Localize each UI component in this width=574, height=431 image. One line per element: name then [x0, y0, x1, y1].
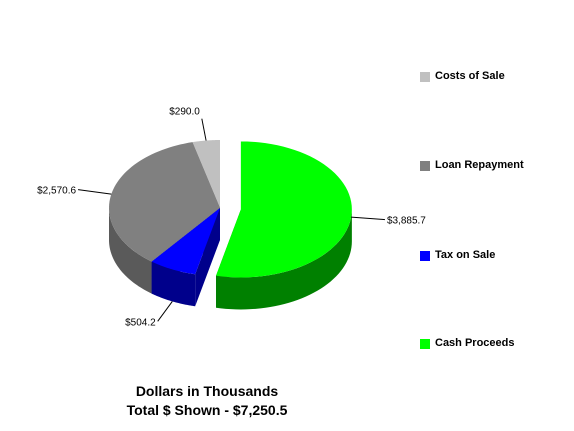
slice-costs-of-sale: [192, 140, 220, 208]
slice-loan-repayment-rim-1: [109, 208, 152, 294]
slice-tax-on-sale-cut-face-2: [195, 208, 220, 307]
slice-cash-proceeds-rim-1: [216, 209, 352, 310]
caption-total: Total $ Shown - $7,250.5: [126, 402, 288, 418]
data-label-costs-of-sale: $290.0: [169, 107, 200, 118]
leader-line-loan-repayment: [77, 189, 112, 195]
data-label-cash-proceeds: $3,885.7: [387, 216, 426, 227]
legend-swatch-costs-of-sale: [420, 72, 430, 82]
legend-swatch-tax-on-sale: [420, 251, 430, 261]
slice-tax-on-sale: [151, 208, 220, 275]
legend-label-costs-of-sale: Costs of Sale: [435, 70, 505, 82]
caption-units: Dollars in Thousands: [135, 383, 279, 399]
data-label-tax-on-sale: $504.2: [125, 317, 156, 328]
leader-line-cash-proceeds: [351, 216, 385, 221]
legend-label-cash-proceeds: Cash Proceeds: [435, 337, 515, 349]
legend-swatch-loan-repayment: [420, 161, 430, 171]
leader-line-costs-of-sale: [201, 118, 207, 141]
legend-label-loan-repayment: Loan Repayment: [435, 159, 524, 171]
slice-cash-proceeds: [216, 141, 352, 278]
slice-loan-repayment: [109, 142, 220, 262]
legend-swatch-cash-proceeds: [420, 339, 430, 349]
legend-label-tax-on-sale: Tax on Sale: [435, 249, 496, 261]
leader-line-tax-on-sale: [157, 301, 173, 322]
data-label-loan-repayment: $2,570.6: [37, 186, 76, 197]
slice-tax-on-sale-rim-1: [151, 261, 196, 307]
